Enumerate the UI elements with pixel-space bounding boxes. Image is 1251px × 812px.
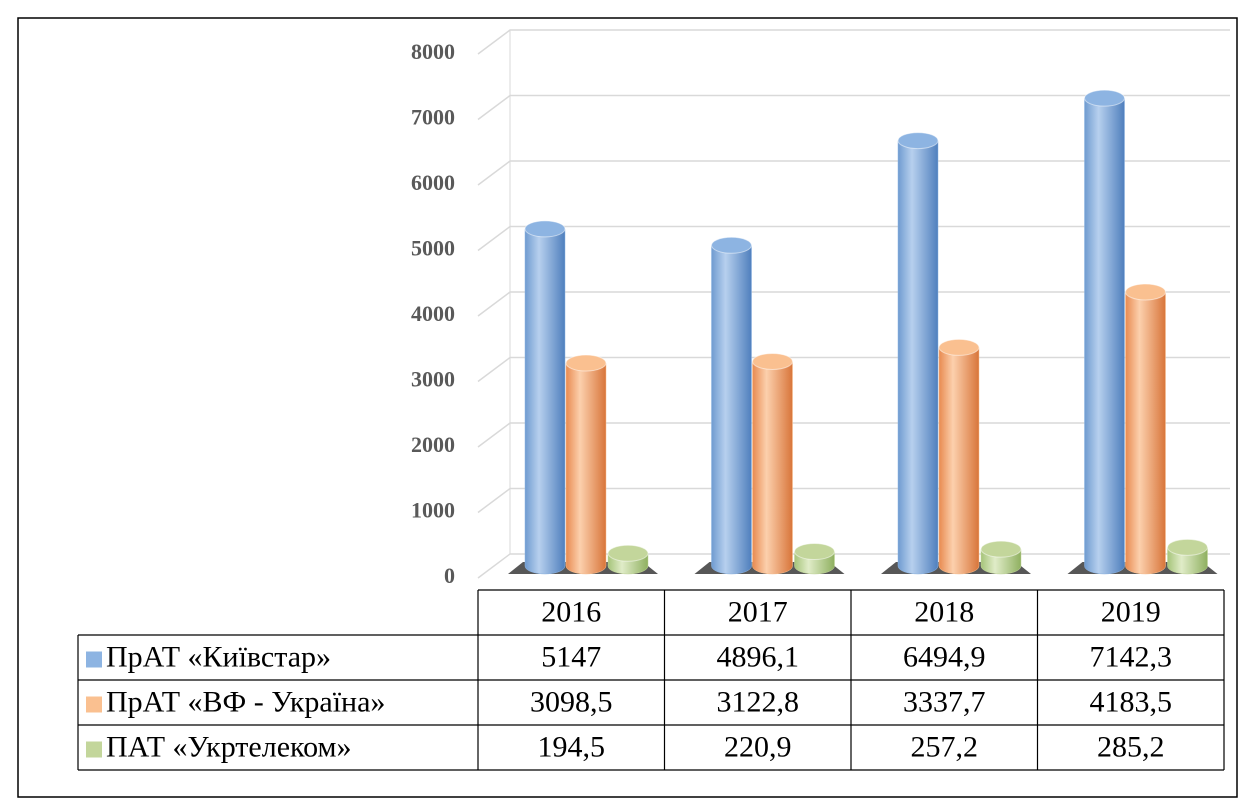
grid-line xyxy=(477,225,1230,252)
legend-swatch xyxy=(86,696,102,713)
x-tick-label: 2016 xyxy=(541,595,601,628)
y-tick-label: 5000 xyxy=(411,236,455,261)
value-label: 5147 xyxy=(541,640,601,673)
y-tick-label: 6000 xyxy=(411,170,455,195)
bar-top xyxy=(897,132,939,150)
bar xyxy=(524,228,566,575)
bar-top xyxy=(794,543,835,561)
bar-top xyxy=(752,352,793,370)
grid-line xyxy=(477,356,1230,383)
bar xyxy=(1084,97,1125,575)
legend-swatch xyxy=(86,741,102,758)
y-tick-label: 2000 xyxy=(411,432,455,457)
value-label: 285,2 xyxy=(1097,730,1165,763)
y-tick-label: 1000 xyxy=(411,498,455,523)
y-tick-label: 7000 xyxy=(411,105,455,130)
bar-top xyxy=(1167,538,1208,556)
value-label: 3337,7 xyxy=(903,685,986,718)
bar xyxy=(938,347,980,575)
grid-line xyxy=(477,422,1230,448)
bar-top xyxy=(938,338,980,356)
y-tick-label: 3000 xyxy=(411,367,455,392)
value-label: 3122,8 xyxy=(717,685,800,718)
value-label: 257,2 xyxy=(911,730,979,763)
x-tick-label: 2018 xyxy=(914,595,974,628)
bar xyxy=(1125,291,1166,575)
bar-top xyxy=(1084,89,1125,107)
bar-top xyxy=(711,236,752,254)
bar-top xyxy=(565,354,607,372)
grid-line xyxy=(477,291,1230,317)
grid-line xyxy=(477,160,1230,186)
legend-label: ПрАТ «ВФ - Україна» xyxy=(106,685,385,718)
legend-swatch xyxy=(86,651,102,668)
y-tick-label: 4000 xyxy=(411,301,455,326)
x-tick-label: 2017 xyxy=(728,595,788,628)
value-label: 6494,9 xyxy=(903,640,986,673)
value-label: 4896,1 xyxy=(717,640,800,673)
legend-label: ПрАТ «Київстар» xyxy=(106,640,331,673)
y-tick-label: 8000 xyxy=(411,39,455,64)
bar xyxy=(711,245,752,575)
bar xyxy=(752,361,793,575)
frame xyxy=(17,17,1238,798)
grid-line xyxy=(477,29,1230,55)
x-tick-label: 2019 xyxy=(1101,595,1161,628)
y-tick-label: 0 xyxy=(444,563,455,588)
bar xyxy=(565,362,607,575)
bar-top xyxy=(980,540,1022,558)
legend-label: ПАТ «Укртелеком» xyxy=(106,730,351,763)
value-label: 4183,5 xyxy=(1090,685,1173,718)
value-label: 220,9 xyxy=(724,730,792,763)
value-label: 194,5 xyxy=(538,730,606,763)
value-label: 7142,3 xyxy=(1090,640,1173,673)
bar-top xyxy=(524,220,566,238)
bar xyxy=(897,140,939,575)
bar-top xyxy=(1125,283,1166,301)
grid-line xyxy=(477,94,1230,121)
bar-top xyxy=(607,544,649,562)
value-label: 3098,5 xyxy=(530,685,613,718)
grid-line xyxy=(477,487,1230,514)
